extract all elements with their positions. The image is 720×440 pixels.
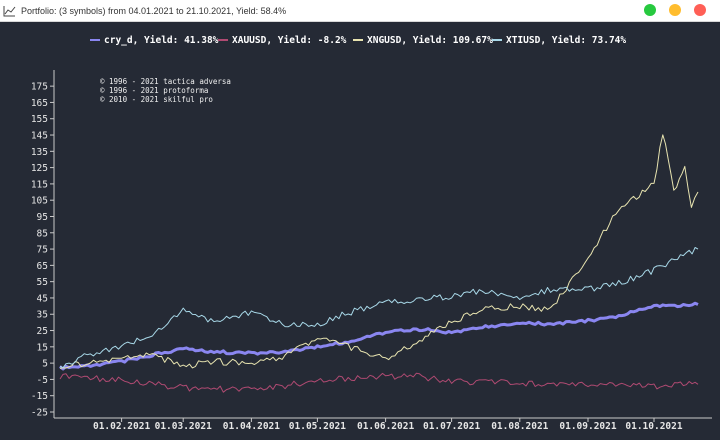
copyright-line: © 2010 - 2021 skilful pro <box>100 95 213 104</box>
y-tick-label: 35 <box>37 310 48 321</box>
legend-entry: XNGUSD, Yield: 109.67% <box>367 35 493 46</box>
minimize-button[interactable] <box>669 4 681 16</box>
y-tick-label: 5 <box>42 359 48 370</box>
copyright-line: © 1996 - 2021 protoforma <box>100 86 208 95</box>
series-line <box>59 134 699 369</box>
window-titlebar: Portfolio: (3 symbols) from 04.01.2021 t… <box>0 0 720 22</box>
copyright-line: © 1996 - 2021 tactica adversa <box>100 77 231 86</box>
y-tick-label: 135 <box>31 147 48 158</box>
x-tick-label: 01.08.2021 <box>491 421 548 432</box>
window-controls <box>644 4 706 16</box>
y-tick-label: 125 <box>31 163 48 174</box>
chart-plot-area[interactable]: 175 165 155 145 135 125 115 105 95 85 75 65 55 45 35 25… <box>0 22 720 440</box>
x-tick-label: 01.04.2021 <box>223 421 280 432</box>
close-button[interactable] <box>694 4 706 16</box>
series-line <box>59 372 699 393</box>
portfolio-chart[interactable]: 1751651551451351251151059585756555453525… <box>0 22 720 440</box>
legend-entry: cry_d, Yield: 41.38% <box>104 35 219 46</box>
x-tick-label: 01.10.2021 <box>625 421 682 432</box>
y-tick-label: 85 <box>37 228 48 239</box>
y-tick-label: 65 <box>37 261 48 272</box>
y-tick-label: 15 <box>37 342 48 353</box>
legend-entry: XAUUSD, Yield: -8.2% <box>232 35 347 46</box>
y-tick-label: 175 <box>31 82 48 93</box>
x-tick-label: 01.09.2021 <box>559 421 616 432</box>
y-tick-label: 155 <box>31 114 48 125</box>
y-tick-label: 115 <box>31 179 48 190</box>
y-tick-label: -5 <box>37 375 48 386</box>
x-tick-label: 01.03.2021 <box>155 421 212 432</box>
chart-line-icon <box>3 4 17 18</box>
y-tick-label: -15 <box>31 391 48 402</box>
legend-entry: XTIUSD, Yield: 73.74% <box>506 35 626 46</box>
window-title: Portfolio: (3 symbols) from 04.01.2021 t… <box>21 5 287 16</box>
x-tick-label: 01.07.2021 <box>423 421 480 432</box>
y-tick-label: 45 <box>37 293 48 304</box>
y-tick-label: 25 <box>37 326 48 337</box>
y-tick-label: 145 <box>31 131 48 142</box>
series-line <box>59 301 699 371</box>
y-tick-label: 105 <box>31 196 48 207</box>
y-tick-label: 55 <box>37 277 48 288</box>
y-tick-label: 95 <box>37 212 48 223</box>
series-line <box>59 247 699 369</box>
x-tick-label: 01.02.2021 <box>93 421 150 432</box>
x-tick-label: 01.06.2021 <box>357 421 414 432</box>
x-tick-label: 01.05.2021 <box>289 421 346 432</box>
maximize-button[interactable] <box>644 4 656 16</box>
y-tick-label: 75 <box>37 245 48 256</box>
y-tick-label: -25 <box>31 408 48 419</box>
y-tick-label: 165 <box>31 98 48 109</box>
